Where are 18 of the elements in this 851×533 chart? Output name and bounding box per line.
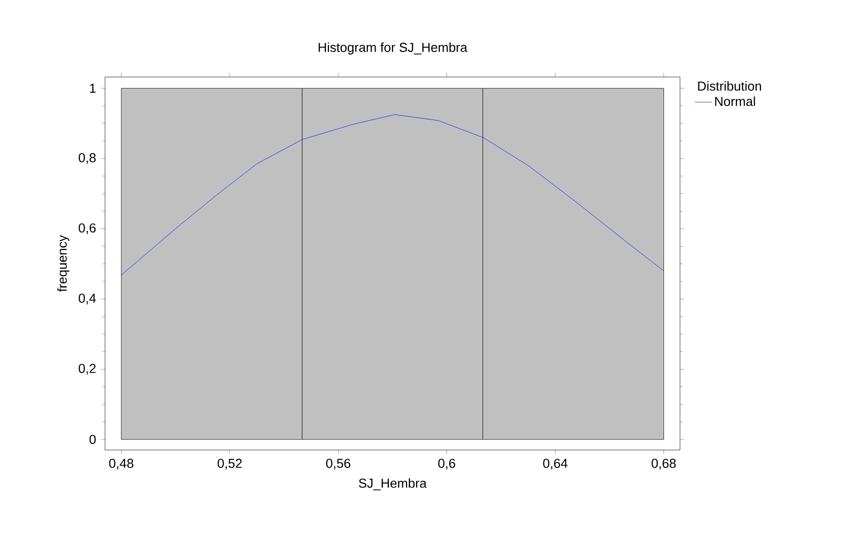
legend-label: Normal — [715, 96, 755, 106]
x-tick-label: 0,6 — [438, 458, 456, 470]
y-tick-label: 1 — [90, 84, 96, 93]
line-series — [121, 114, 664, 276]
x-tick-label: 0,56 — [326, 458, 350, 470]
y-tick-label: 0,4 — [78, 294, 96, 304]
y-axis-title: frequency — [57, 235, 70, 292]
legend-title: Distribution — [698, 81, 762, 91]
y-tick-label: 0,6 — [78, 223, 96, 234]
chart-title: Histogram for SJ_Hembra — [318, 42, 468, 55]
x-tick-label: 0,68 — [652, 458, 676, 470]
x-tick-label: 0,48 — [109, 458, 134, 470]
x-tick-label: 0,52 — [218, 458, 242, 470]
y-tick-label: 0,2 — [78, 364, 96, 375]
x-tick-label: 0,64 — [543, 458, 568, 470]
y-tick-label: 0,8 — [78, 153, 96, 164]
x-axis-title: SJ_Hembra — [358, 478, 427, 490]
y-tick-label: 0 — [90, 434, 96, 444]
